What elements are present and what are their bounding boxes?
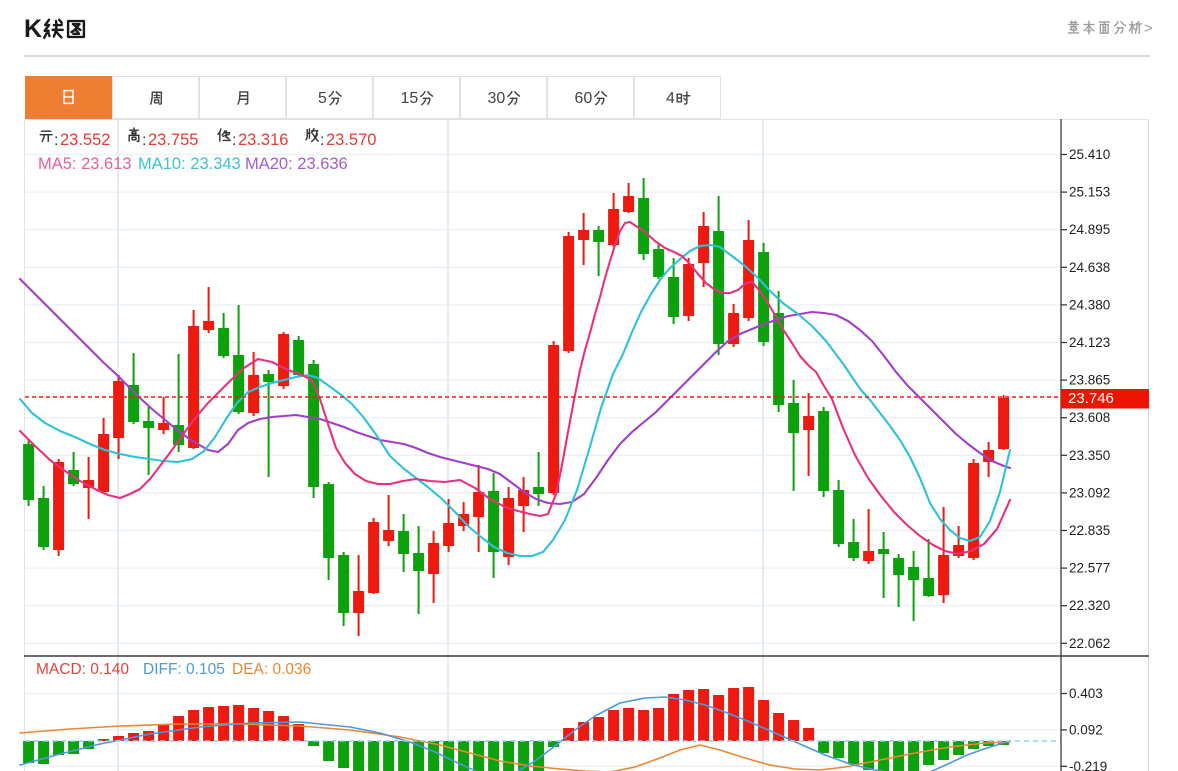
svg-text:23.865: 23.865 bbox=[1069, 373, 1110, 388]
svg-text::: : bbox=[54, 132, 58, 149]
svg-text:-0.219: -0.219 bbox=[1069, 759, 1107, 771]
svg-text:DEA: 0.036: DEA: 0.036 bbox=[232, 661, 311, 678]
svg-text:22.320: 22.320 bbox=[1069, 598, 1110, 613]
svg-text:23.092: 23.092 bbox=[1069, 485, 1110, 500]
svg-text:23.746: 23.746 bbox=[1068, 390, 1114, 407]
svg-text:24.895: 24.895 bbox=[1069, 222, 1110, 237]
svg-text:24.638: 24.638 bbox=[1069, 260, 1110, 275]
svg-text:23.552: 23.552 bbox=[60, 131, 110, 149]
svg-text:25.410: 25.410 bbox=[1069, 147, 1110, 162]
svg-text::: : bbox=[232, 132, 236, 149]
svg-text:23.755: 23.755 bbox=[148, 131, 198, 149]
svg-text:22.835: 22.835 bbox=[1069, 523, 1110, 538]
svg-text:DIFF: 0.105: DIFF: 0.105 bbox=[143, 661, 225, 678]
svg-text:MA5: 23.613: MA5: 23.613 bbox=[38, 155, 132, 173]
svg-text:25.153: 25.153 bbox=[1069, 185, 1110, 200]
svg-text:0.092: 0.092 bbox=[1069, 722, 1103, 737]
svg-text:0.403: 0.403 bbox=[1069, 686, 1103, 701]
svg-text::: : bbox=[142, 132, 146, 149]
svg-text:23.350: 23.350 bbox=[1069, 448, 1110, 463]
svg-text:24.380: 24.380 bbox=[1069, 297, 1110, 312]
svg-text:MA10: 23.343: MA10: 23.343 bbox=[138, 155, 241, 173]
svg-text:23.570: 23.570 bbox=[326, 131, 376, 149]
svg-text:23.608: 23.608 bbox=[1069, 410, 1110, 425]
svg-text:>: > bbox=[1144, 20, 1153, 37]
svg-text:22.577: 22.577 bbox=[1069, 561, 1110, 576]
svg-text:22.062: 22.062 bbox=[1069, 636, 1110, 651]
svg-text:MACD: 0.140: MACD: 0.140 bbox=[36, 661, 129, 678]
svg-text:K: K bbox=[24, 15, 42, 43]
svg-text:23.316: 23.316 bbox=[238, 131, 288, 149]
svg-text:24.123: 24.123 bbox=[1069, 335, 1110, 350]
svg-text::: : bbox=[320, 132, 324, 149]
svg-text:MA20: 23.636: MA20: 23.636 bbox=[245, 155, 348, 173]
